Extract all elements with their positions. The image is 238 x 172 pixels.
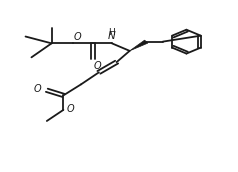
Polygon shape: [130, 40, 148, 51]
Text: O: O: [73, 32, 81, 42]
Text: O: O: [66, 104, 74, 114]
Text: N: N: [108, 31, 115, 41]
Text: O: O: [33, 84, 41, 94]
Text: O: O: [94, 61, 101, 71]
Text: H: H: [108, 28, 115, 37]
